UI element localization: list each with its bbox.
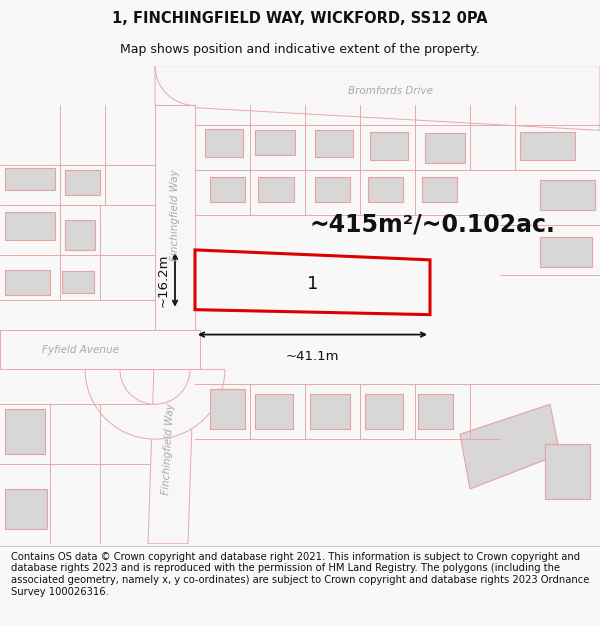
Text: Fyfield Avenue: Fyfield Avenue [41, 344, 119, 354]
Text: Map shows position and indicative extent of the property.: Map shows position and indicative extent… [120, 42, 480, 56]
Text: Finchingfield Way: Finchingfield Way [161, 403, 175, 495]
Bar [5, 409, 45, 454]
Bar [210, 177, 245, 202]
Bar [368, 177, 403, 202]
Bar [315, 177, 350, 202]
Bar [370, 132, 408, 160]
Bar [255, 394, 293, 429]
Text: 1, FINCHINGFIELD WAY, WICKFORD, SS12 0PA: 1, FINCHINGFIELD WAY, WICKFORD, SS12 0PA [112, 11, 488, 26]
Bar [62, 271, 94, 292]
Text: 1: 1 [307, 274, 318, 292]
Bar [315, 131, 353, 158]
Bar [540, 237, 592, 267]
Bar [365, 394, 403, 429]
Bar [5, 212, 55, 240]
Bar [5, 489, 47, 529]
Bar [65, 170, 100, 195]
Text: ~41.1m: ~41.1m [286, 349, 339, 362]
Bar [418, 394, 453, 429]
Polygon shape [85, 369, 225, 439]
Polygon shape [155, 66, 600, 131]
Text: ~415m²/~0.102ac.: ~415m²/~0.102ac. [310, 213, 556, 237]
Bar [205, 129, 243, 158]
Bar [210, 389, 245, 429]
Bar [425, 133, 465, 163]
Bar [5, 270, 50, 295]
Bar [258, 177, 294, 202]
Bar [5, 168, 55, 190]
Text: ~16.2m: ~16.2m [157, 253, 170, 306]
Polygon shape [460, 404, 560, 489]
Bar [422, 177, 457, 202]
Bar [520, 132, 575, 160]
Bar [255, 131, 295, 155]
Bar [545, 444, 590, 499]
Text: Finchingfield Way: Finchingfield Way [170, 169, 180, 261]
Bar [540, 180, 595, 210]
Bar [310, 394, 350, 429]
Text: Contains OS data © Crown copyright and database right 2021. This information is : Contains OS data © Crown copyright and d… [11, 552, 589, 597]
Text: Bromfords Drive: Bromfords Drive [347, 86, 433, 96]
Polygon shape [148, 334, 195, 544]
Polygon shape [195, 250, 430, 314]
Bar [65, 220, 95, 250]
Polygon shape [155, 106, 195, 334]
Polygon shape [0, 329, 200, 369]
